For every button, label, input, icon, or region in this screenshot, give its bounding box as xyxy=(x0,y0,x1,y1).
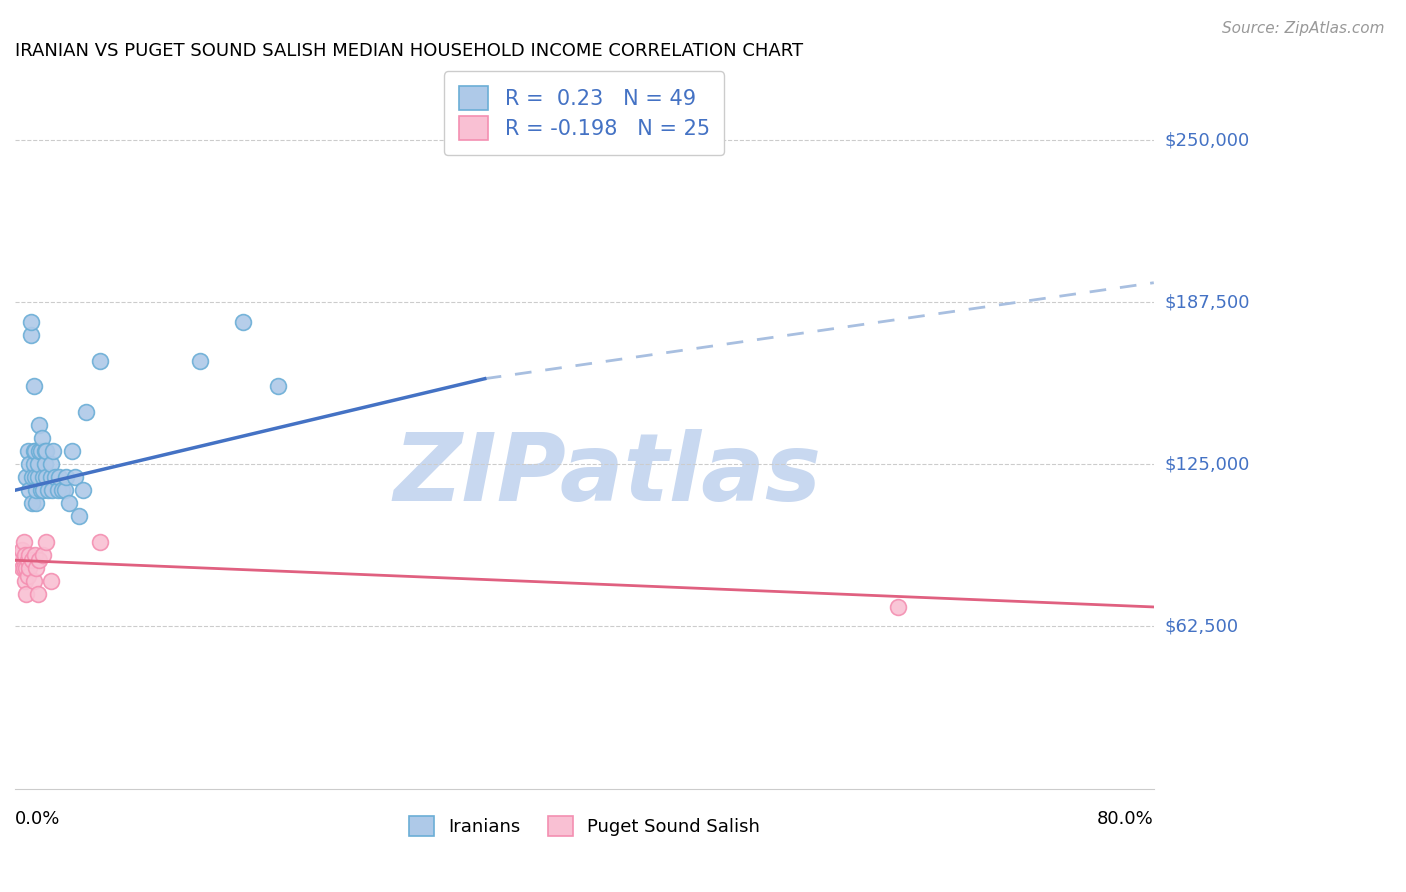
Point xyxy=(39,458,62,472)
Point xyxy=(15,587,38,601)
Point xyxy=(46,483,69,498)
Text: 80.0%: 80.0% xyxy=(1097,810,1154,828)
Point xyxy=(35,470,58,484)
Point xyxy=(25,496,48,510)
Point xyxy=(63,470,86,484)
Text: IRANIAN VS PUGET SOUND SALISH MEDIAN HOUSEHOLD INCOME CORRELATION CHART: IRANIAN VS PUGET SOUND SALISH MEDIAN HOU… xyxy=(15,42,803,60)
Text: $125,000: $125,000 xyxy=(1166,455,1250,474)
Point xyxy=(30,444,52,458)
Point xyxy=(14,574,37,588)
Point xyxy=(39,470,62,484)
Point xyxy=(17,569,39,583)
Point xyxy=(55,470,77,484)
Point xyxy=(72,483,94,498)
Point xyxy=(31,431,53,445)
Point xyxy=(48,470,70,484)
Point xyxy=(17,444,39,458)
Point xyxy=(24,548,46,562)
Point xyxy=(15,470,38,484)
Point xyxy=(18,483,41,498)
Text: Source: ZipAtlas.com: Source: ZipAtlas.com xyxy=(1222,21,1385,36)
Point xyxy=(17,553,39,567)
Point xyxy=(22,574,45,588)
Point xyxy=(53,483,76,498)
Point xyxy=(21,470,44,484)
Point xyxy=(13,535,35,549)
Point xyxy=(232,315,254,329)
Point xyxy=(28,444,51,458)
Point xyxy=(35,444,58,458)
Point xyxy=(41,483,63,498)
Point xyxy=(25,561,48,575)
Point xyxy=(34,444,56,458)
Point xyxy=(51,483,73,498)
Point xyxy=(89,353,111,368)
Point xyxy=(89,535,111,549)
Point xyxy=(14,548,37,562)
Point xyxy=(30,483,52,498)
Point xyxy=(22,379,45,393)
Text: ZIPatlas: ZIPatlas xyxy=(394,429,821,521)
Point xyxy=(18,561,41,575)
Point xyxy=(67,509,90,524)
Point xyxy=(21,496,44,510)
Point xyxy=(35,535,58,549)
Point xyxy=(60,444,83,458)
Point xyxy=(75,405,97,419)
Text: $187,500: $187,500 xyxy=(1166,293,1250,311)
Point xyxy=(10,548,32,562)
Point xyxy=(188,353,211,368)
Point xyxy=(15,561,38,575)
Point xyxy=(22,444,45,458)
Point xyxy=(11,561,34,575)
Point xyxy=(37,483,59,498)
Text: 0.0%: 0.0% xyxy=(15,810,60,828)
Point xyxy=(27,458,49,472)
Point xyxy=(267,379,290,393)
Point xyxy=(42,444,65,458)
Point xyxy=(18,548,41,562)
Point xyxy=(27,470,49,484)
Point xyxy=(886,599,908,614)
Point xyxy=(44,470,66,484)
Point xyxy=(24,470,46,484)
Point xyxy=(34,458,56,472)
Point xyxy=(22,458,45,472)
Legend: Iranians, Puget Sound Salish: Iranians, Puget Sound Salish xyxy=(401,808,768,844)
Point xyxy=(58,496,80,510)
Text: $250,000: $250,000 xyxy=(1166,131,1250,149)
Point xyxy=(13,561,35,575)
Point xyxy=(39,574,62,588)
Point xyxy=(28,418,51,433)
Point xyxy=(18,458,41,472)
Point xyxy=(11,542,34,557)
Point xyxy=(21,553,44,567)
Text: $62,500: $62,500 xyxy=(1166,617,1239,635)
Point xyxy=(32,548,55,562)
Point xyxy=(25,483,48,498)
Point xyxy=(20,315,42,329)
Point xyxy=(32,470,55,484)
Point xyxy=(32,483,55,498)
Point xyxy=(24,444,46,458)
Point xyxy=(27,587,49,601)
Point xyxy=(20,327,42,342)
Point xyxy=(13,553,35,567)
Point xyxy=(28,553,51,567)
